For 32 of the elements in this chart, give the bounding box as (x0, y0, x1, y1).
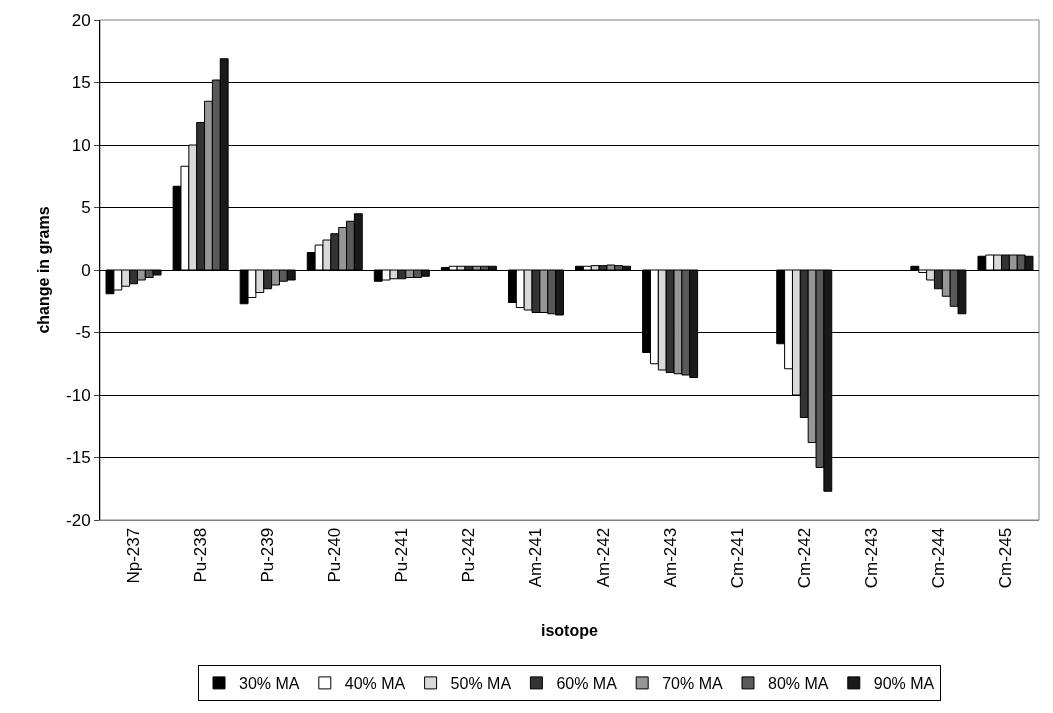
x-tick-label: Pu-242 (459, 527, 479, 583)
legend-label: 50% MA (450, 675, 512, 693)
legend-label: 70% MA (662, 675, 723, 693)
x-tick-label: Cm-243 (861, 527, 881, 589)
legend-label: 60% MA (556, 675, 618, 693)
y-tick-label: -20 (66, 510, 91, 530)
x-tick-label: Pu-238 (191, 527, 211, 583)
x-tick-label: Cm-242 (794, 527, 814, 589)
y-tick-label: -10 (66, 385, 91, 405)
x-tick-label: Cm-241 (727, 527, 747, 589)
x-axis-title: isotope (541, 622, 598, 639)
x-tick-label: Am-243 (660, 527, 680, 588)
y-tick-label: 10 (71, 135, 91, 155)
x-tick-label: Np-237 (124, 527, 144, 584)
x-tick-label: Pu-241 (392, 527, 412, 583)
y-tick-label: 0 (81, 260, 91, 280)
y-axis-title: change in grams (34, 206, 52, 334)
x-tick-label: Pu-239 (258, 527, 278, 583)
legend-label: 80% MA (767, 675, 829, 693)
x-tick-label: Pu-240 (325, 527, 345, 583)
x-tick-label: Cm-245 (995, 527, 1015, 589)
x-tick-label: Cm-244 (928, 527, 948, 589)
y-tick-label: -5 (75, 323, 91, 343)
y-tick-label: 20 (71, 10, 91, 30)
y-tick-label: 15 (71, 73, 91, 93)
x-tick-label: Am-241 (526, 527, 546, 588)
legend-label: 90% MA (873, 675, 935, 693)
x-tick-label: Am-242 (593, 527, 613, 588)
legend-label: 40% MA (344, 675, 406, 693)
y-tick-label: 5 (81, 198, 91, 218)
legend-label: 30% MA (239, 675, 300, 693)
y-tick-label: -15 (66, 448, 91, 468)
